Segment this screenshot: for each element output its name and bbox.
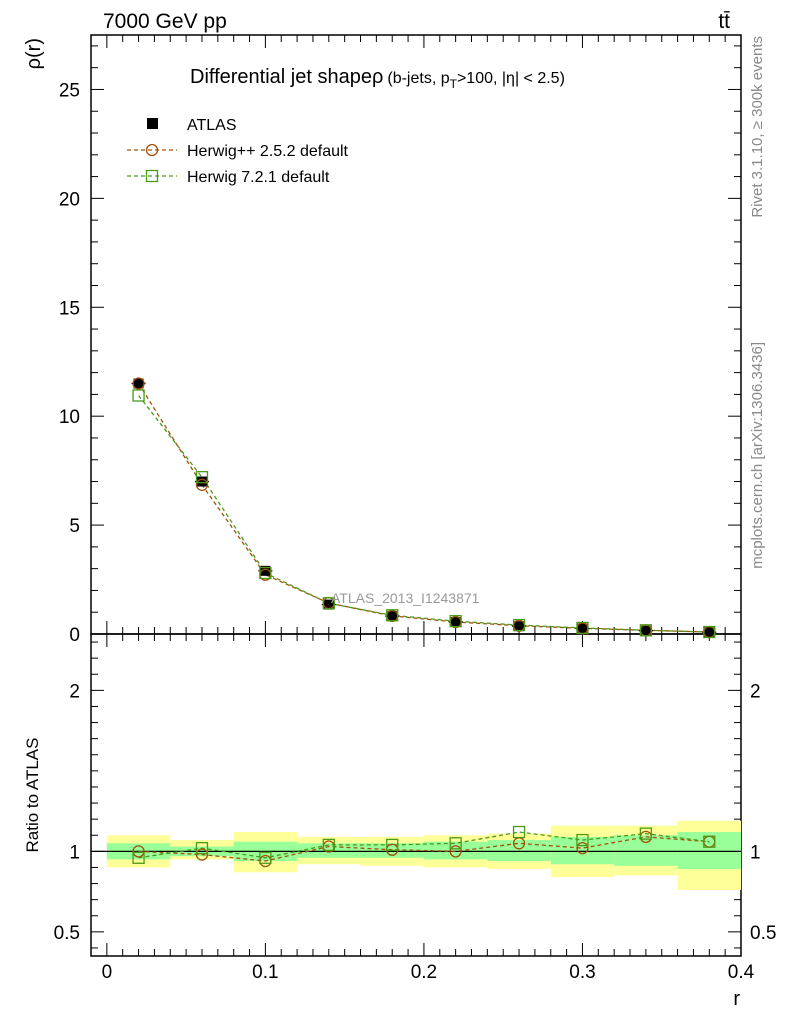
ratio-band-inner [550, 836, 615, 865]
herwig7-ratio-point [386, 838, 399, 852]
y-tick-label: 20 [59, 189, 80, 210]
herwigpp-ratio-point [132, 845, 145, 858]
herwig7-point [703, 625, 716, 639]
herwigpp-ratio-point [576, 841, 589, 855]
herwigpp-point [132, 377, 145, 390]
herwig7-ratio-point [703, 835, 716, 848]
ratio-band-inner [677, 832, 741, 870]
herwig7-point [322, 597, 335, 610]
atlas-data-point [323, 599, 334, 610]
x-tick-label: 0.4 [728, 962, 755, 983]
ratio-y-tick-label-right: 1 [750, 842, 761, 863]
herwig7-point [576, 621, 589, 635]
y-tick-label: 10 [59, 407, 80, 428]
ratio-y-tick-label-right: 2 [750, 681, 761, 702]
ratio-band-inner [423, 841, 488, 860]
x-tick-label: 0.3 [569, 962, 595, 983]
y-tick-label: 15 [59, 298, 80, 319]
x-axis-title: r [733, 988, 740, 1010]
atlas-data-point [704, 627, 715, 638]
ratio-band-inner [487, 840, 551, 862]
herwig7-point [386, 609, 399, 622]
herwig7-ratio-point [512, 825, 526, 839]
ratio-y-tick-label: 1 [69, 842, 80, 863]
atlas-data-point [450, 617, 461, 628]
ratio-plot-frame [90, 633, 742, 957]
ratio-y-axis-title: Ratio to ATLAS [23, 738, 42, 853]
herwig7-ratio-point [322, 838, 335, 852]
legend-herwig7-label: Herwig 7.2.1 default [187, 169, 330, 186]
legend-atlas-marker [147, 118, 158, 129]
herwigpp-ratio-point [195, 848, 209, 861]
herwigpp-line [138, 383, 710, 633]
y-tick-label: 25 [59, 80, 80, 101]
x-tick-label: 0.2 [411, 962, 437, 983]
atlas-data-point [640, 625, 651, 636]
legend-herwigpp-marker [145, 143, 159, 157]
atlas-data-point [196, 476, 207, 487]
plot-title: Differential jet shapeρ (b-jets, pT>100, … [190, 66, 565, 91]
herwig7-ratio-point [259, 851, 272, 864]
herwig7-point [195, 471, 209, 484]
mcplots-source-label: mcplots.cern.ch [arXiv:1306.3436] [749, 342, 766, 569]
header-process-label: tt̄ [718, 10, 730, 33]
herwig7-ratio-point [132, 851, 145, 864]
ratio-series-group [132, 825, 716, 868]
ratio-y-tick-label-right: 0.5 [750, 923, 776, 944]
herwig7-point [512, 618, 526, 632]
atlas-data-point [387, 611, 398, 622]
atlas-data-point [577, 623, 588, 634]
legend-herwigpp-label: Herwig++ 2.5.2 default [187, 143, 349, 160]
rivet-version-label: Rivet 3.1.10, ≥ 300k events [749, 36, 766, 218]
ratio-y-tick-label: 0.5 [54, 923, 80, 944]
herwig7-ratio-point [576, 833, 589, 847]
atlas-data-point [514, 621, 525, 632]
legend-herwig7-marker [145, 169, 159, 183]
legend: ATLAS Herwig++ 2.5.2 default Herwig 7.2.… [127, 117, 349, 186]
herwig7-ratio-line [138, 831, 710, 859]
x-tick-label: 0 [102, 962, 113, 983]
herwig7-point [132, 389, 145, 402]
y-tick-label: 0 [69, 625, 80, 646]
herwig7-line [138, 395, 710, 633]
herwigpp-ratio-point [449, 845, 462, 858]
y-tick-label: 5 [69, 516, 80, 537]
main-series-group [131, 377, 717, 639]
ratio-uncertainty-bands [91, 820, 741, 890]
main-axis-ticks: 0 5 10 15 20 25 [59, 35, 742, 646]
herwigpp-point [195, 478, 209, 491]
main-y-axis-title: ρ(r) [23, 38, 45, 69]
herwig7-ratio-point [639, 827, 653, 840]
ratio-band-inner [614, 835, 678, 866]
herwig7-ratio-point [195, 841, 209, 855]
herwig7-point [639, 624, 653, 637]
herwigpp-ratio-line [138, 836, 710, 862]
x-tick-label: 0.1 [252, 962, 278, 983]
ratio-y-tick-label: 2 [69, 681, 80, 702]
atlas-data-point [133, 378, 144, 389]
atlas-data-point [260, 565, 271, 576]
header-energy-label: 7000 GeV pp [103, 10, 227, 33]
legend-atlas-label: ATLAS [187, 117, 237, 134]
herwig7-ratio-point [449, 837, 462, 850]
ratio-axis-ticks: 0 0.1 0.2 0.3 0.4 0.5 0.5 1 1 2 2 [54, 634, 776, 983]
herwig7-point [259, 566, 272, 580]
analysis-watermark: ATLAS_2013_I1243871 [331, 590, 480, 606]
herwig7-point [449, 614, 462, 628]
